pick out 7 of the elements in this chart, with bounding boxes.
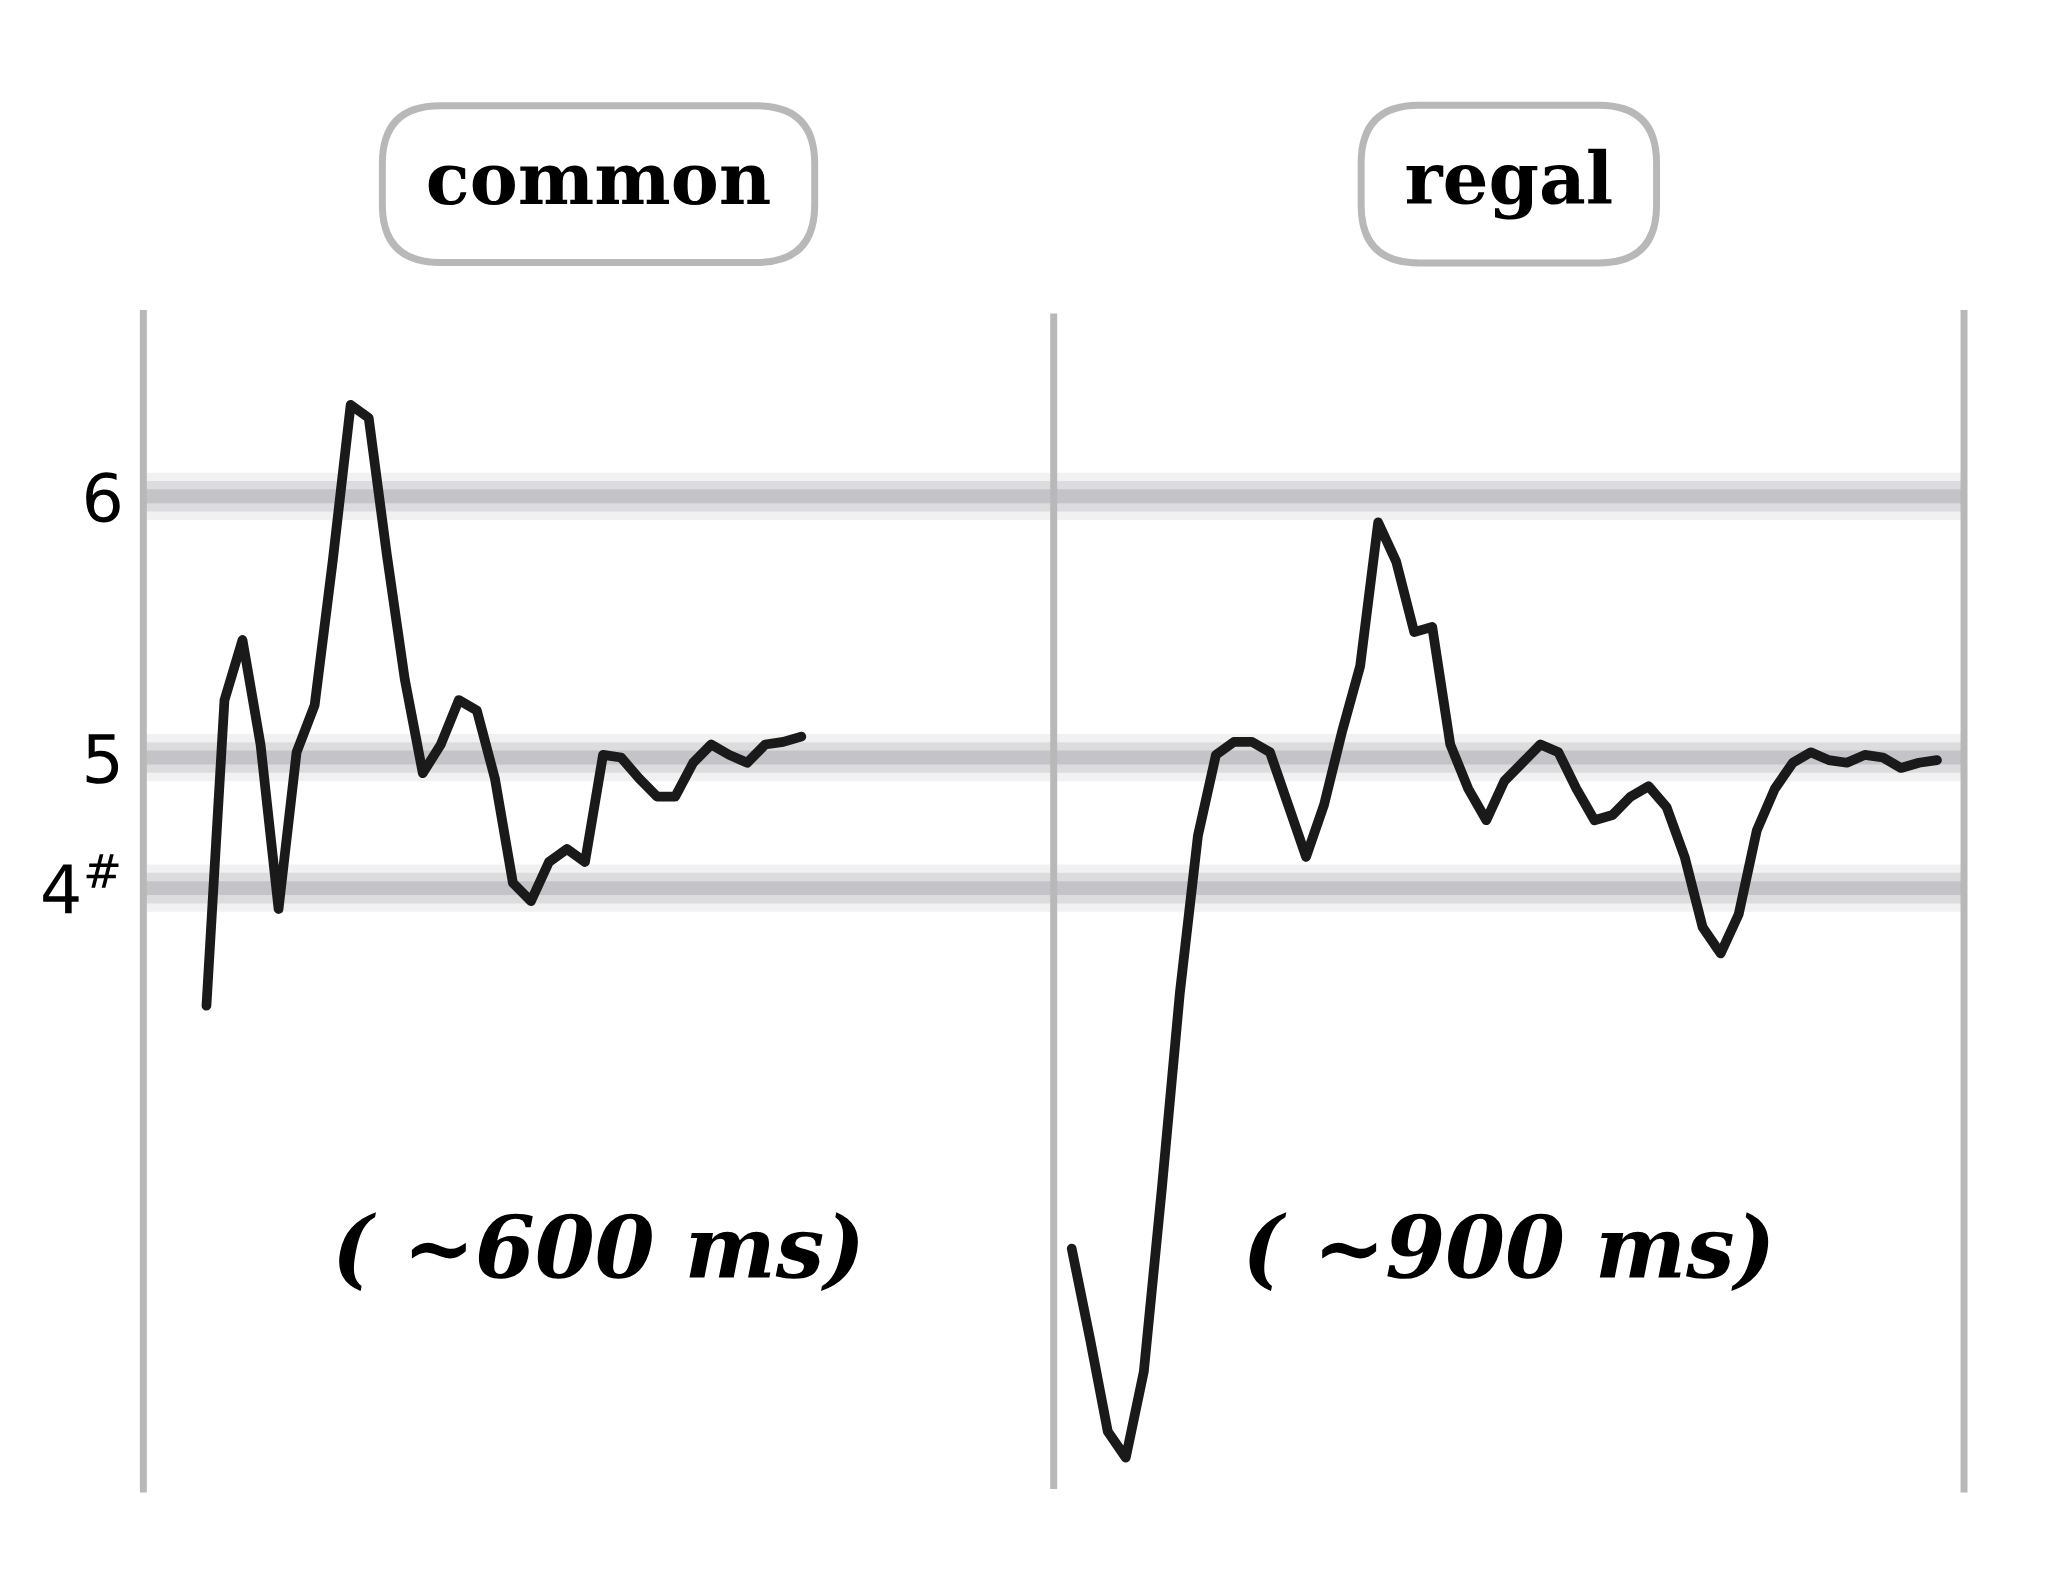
y-tick-label: 4$^{#}$ [43, 854, 119, 914]
y-tick-label: 6 [86, 472, 120, 523]
annotation: ( ~900 ms) [1249, 1212, 1769, 1292]
text: regal [1406, 148, 1612, 220]
text: common [428, 165, 770, 206]
annotation: ( ~600 ms) [339, 1212, 858, 1292]
y-tick-label: 5 [86, 734, 119, 784]
